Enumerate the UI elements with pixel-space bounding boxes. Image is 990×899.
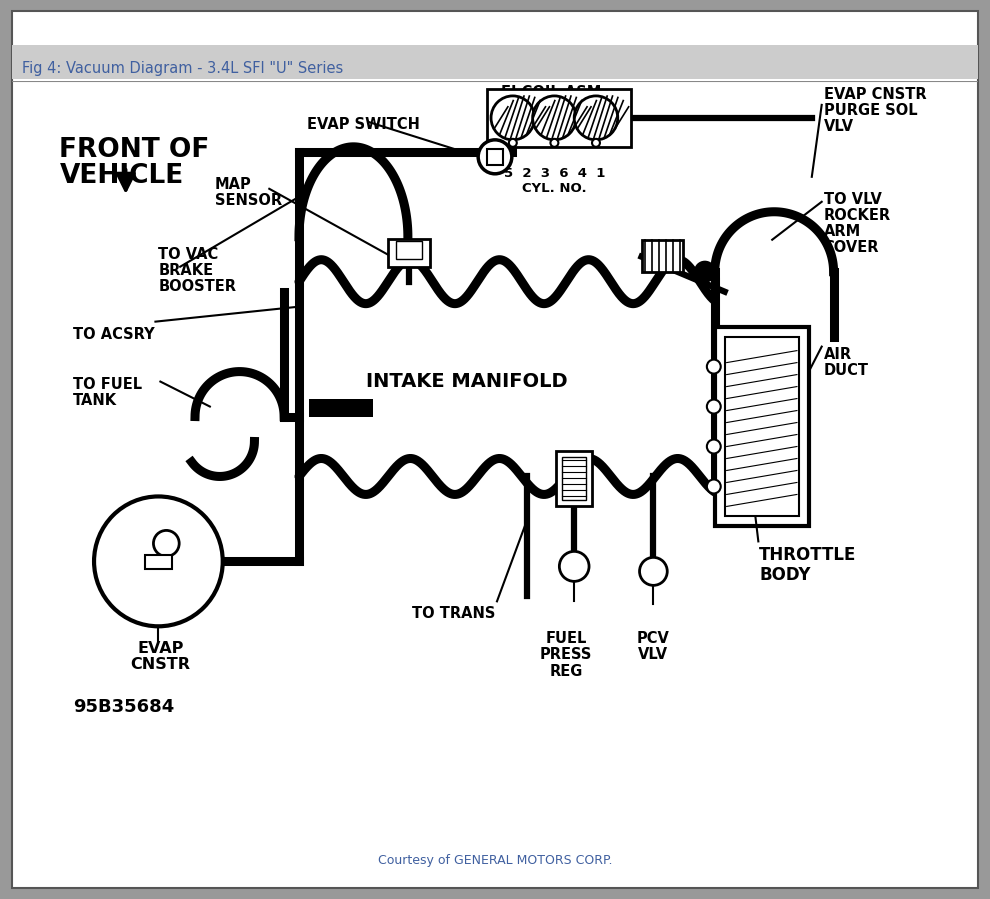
- Text: PCV
VLV: PCV VLV: [637, 631, 670, 663]
- Circle shape: [707, 399, 721, 414]
- Circle shape: [94, 496, 223, 627]
- Circle shape: [533, 96, 576, 140]
- Text: 95B35684: 95B35684: [73, 699, 174, 717]
- Text: EVAP
CNSTR: EVAP CNSTR: [131, 641, 190, 672]
- Bar: [642, 240, 683, 271]
- Text: AIR
DUCT: AIR DUCT: [824, 347, 868, 378]
- Bar: [309, 398, 373, 416]
- Bar: [487, 89, 631, 147]
- Bar: [396, 241, 422, 259]
- Circle shape: [707, 360, 721, 374]
- Circle shape: [695, 262, 715, 281]
- Text: EI COIL ASM: EI COIL ASM: [501, 85, 602, 100]
- Text: FUEL
PRESS
REG: FUEL PRESS REG: [541, 631, 592, 679]
- Text: INTAKE MANIFOLD: INTAKE MANIFOLD: [366, 372, 568, 391]
- Circle shape: [550, 138, 558, 147]
- Bar: [725, 336, 799, 516]
- Circle shape: [491, 96, 535, 140]
- Text: FRONT OF
VEHICLE: FRONT OF VEHICLE: [59, 137, 210, 189]
- Bar: [556, 451, 592, 506]
- Text: MAP
SENSOR: MAP SENSOR: [215, 177, 282, 208]
- Text: EVAP SWITCH: EVAP SWITCH: [307, 117, 420, 132]
- Text: THROTTLE
BODY: THROTTLE BODY: [759, 547, 856, 583]
- Bar: [145, 556, 172, 569]
- Text: CYL. NO.: CYL. NO.: [522, 182, 587, 195]
- Circle shape: [559, 551, 589, 582]
- Circle shape: [707, 440, 721, 453]
- Bar: [715, 326, 809, 527]
- Text: Fig 4: Vacuum Diagram - 3.4L SFI "U" Series: Fig 4: Vacuum Diagram - 3.4L SFI "U" Ser…: [22, 61, 343, 76]
- Bar: [562, 458, 586, 501]
- Circle shape: [640, 557, 667, 585]
- Text: TO ACSRY: TO ACSRY: [73, 326, 154, 342]
- Text: 5  2  3  6  4  1: 5 2 3 6 4 1: [504, 167, 605, 180]
- Text: EVAP CNSTR
PURGE SOL
VLV: EVAP CNSTR PURGE SOL VLV: [824, 87, 927, 134]
- Text: Courtesy of GENERAL MOTORS CORP.: Courtesy of GENERAL MOTORS CORP.: [378, 854, 612, 867]
- Text: TO VAC
BRAKE
BOOSTER: TO VAC BRAKE BOOSTER: [158, 246, 237, 294]
- Circle shape: [509, 138, 517, 147]
- Text: TO FUEL
TANK: TO FUEL TANK: [73, 377, 143, 408]
- Circle shape: [707, 479, 721, 494]
- Text: TO TRANS: TO TRANS: [412, 606, 495, 621]
- Text: TO VLV
ROCKER
ARM
COVER: TO VLV ROCKER ARM COVER: [824, 191, 891, 255]
- Circle shape: [478, 140, 512, 174]
- Bar: [388, 239, 430, 267]
- Circle shape: [153, 530, 179, 556]
- Bar: [487, 149, 503, 165]
- Circle shape: [592, 138, 600, 147]
- Circle shape: [574, 96, 618, 140]
